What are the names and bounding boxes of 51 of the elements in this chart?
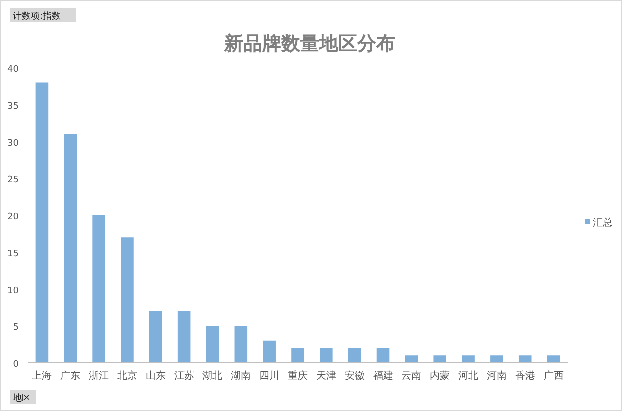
bar bbox=[462, 356, 475, 363]
y-tick-label: 25 bbox=[8, 176, 19, 186]
y-tick-label: 40 bbox=[8, 65, 20, 75]
bar bbox=[547, 356, 560, 363]
x-tick-label: 安徽 bbox=[344, 370, 365, 382]
x-tick-label: 山东 bbox=[146, 370, 166, 382]
y-tick-label: 10 bbox=[8, 286, 20, 296]
y-tick-label: 5 bbox=[13, 323, 19, 334]
bar bbox=[320, 348, 333, 363]
bar bbox=[490, 356, 504, 363]
x-tick-label: 浙江 bbox=[89, 370, 110, 382]
x-tick-label: 香港 bbox=[515, 370, 536, 382]
x-tick-label: 河南 bbox=[486, 370, 507, 382]
x-tick-label: 湖北 bbox=[202, 370, 223, 382]
bar bbox=[405, 356, 418, 363]
x-tick-label: 云南 bbox=[402, 370, 422, 382]
bar bbox=[178, 311, 191, 363]
text: 计数项:指数 bbox=[13, 11, 62, 22]
legend-label: 汇总 bbox=[593, 217, 613, 229]
bar bbox=[92, 216, 106, 363]
y-tick-label: 35 bbox=[8, 102, 19, 112]
x-tick-label: 天津 bbox=[316, 370, 336, 382]
x-tick-label: 广东 bbox=[60, 370, 81, 382]
bar bbox=[348, 348, 362, 363]
text: 地区 bbox=[12, 393, 31, 404]
bar bbox=[64, 134, 78, 363]
x-tick-label: 广西 bbox=[544, 370, 564, 382]
y-tick-label: 15 bbox=[8, 249, 19, 260]
bar bbox=[518, 356, 532, 363]
x-tick-label: 北京 bbox=[117, 370, 138, 382]
x-tick-label: 上海 bbox=[32, 370, 52, 382]
bar bbox=[36, 82, 49, 363]
x-tick-label: 江苏 bbox=[174, 370, 194, 382]
y-tick-label: 0 bbox=[13, 360, 20, 370]
x-tick-label: 内蒙 bbox=[430, 370, 450, 382]
chart-title: 新品牌数量地区分布 bbox=[224, 33, 396, 55]
bar bbox=[263, 340, 276, 363]
bar bbox=[292, 348, 304, 363]
bar bbox=[150, 311, 162, 363]
y-tick-label: 20 bbox=[8, 212, 20, 222]
x-tick-label: 福建 bbox=[373, 370, 394, 382]
y-tick-label: 30 bbox=[8, 138, 20, 149]
bar bbox=[376, 348, 390, 363]
x-tick-label: 湖南 bbox=[231, 370, 252, 382]
x-tick-label: 河北 bbox=[458, 370, 479, 382]
x-tick-label: 四川 bbox=[260, 370, 280, 382]
bar bbox=[206, 326, 220, 363]
bar bbox=[434, 356, 446, 363]
bar bbox=[121, 238, 134, 363]
x-tick-label: 重庆 bbox=[288, 370, 308, 382]
bar bbox=[234, 326, 248, 363]
